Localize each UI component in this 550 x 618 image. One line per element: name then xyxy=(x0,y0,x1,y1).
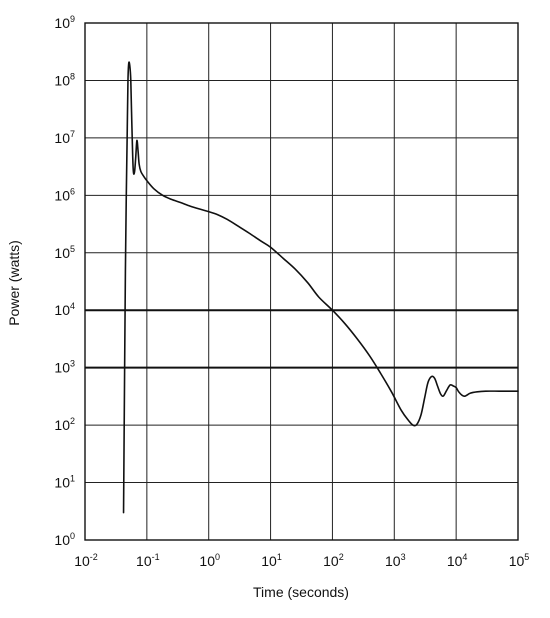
x-tick-label: 100 xyxy=(199,552,220,569)
y-tick-label: 108 xyxy=(54,71,75,88)
x-tick-label: 103 xyxy=(385,552,406,569)
x-tick-label: 101 xyxy=(261,552,282,569)
y-tick-label: 103 xyxy=(54,359,75,376)
y-tick-label: 102 xyxy=(54,416,75,433)
x-tick-labels: 10-2 10-1 100 101 102 103 104 105 xyxy=(74,552,529,569)
x-axis-title: Time (seconds) xyxy=(253,584,349,600)
y-tick-label: 101 xyxy=(54,474,75,491)
gridlines xyxy=(84,22,519,541)
y-tick-label: 100 xyxy=(54,531,75,548)
y-tick-labels: 100 101 102 103 104 105 106 107 108 109 xyxy=(54,14,75,548)
x-tick-label: 104 xyxy=(447,552,468,569)
power-series-line xyxy=(122,61,519,514)
y-tick-label: 105 xyxy=(54,244,75,261)
y-tick-label: 104 xyxy=(54,301,75,318)
y-axis-title: Power (watts) xyxy=(6,240,22,326)
y-tick-label: 106 xyxy=(54,186,75,203)
x-tick-label: 10-1 xyxy=(136,552,160,569)
x-tick-label: 105 xyxy=(509,552,530,569)
x-tick-label: 102 xyxy=(323,552,344,569)
x-tick-label: 10-2 xyxy=(74,552,98,569)
plot-frame xyxy=(84,22,519,541)
y-tick-label: 107 xyxy=(54,129,75,146)
y-tick-label: 109 xyxy=(54,14,75,31)
